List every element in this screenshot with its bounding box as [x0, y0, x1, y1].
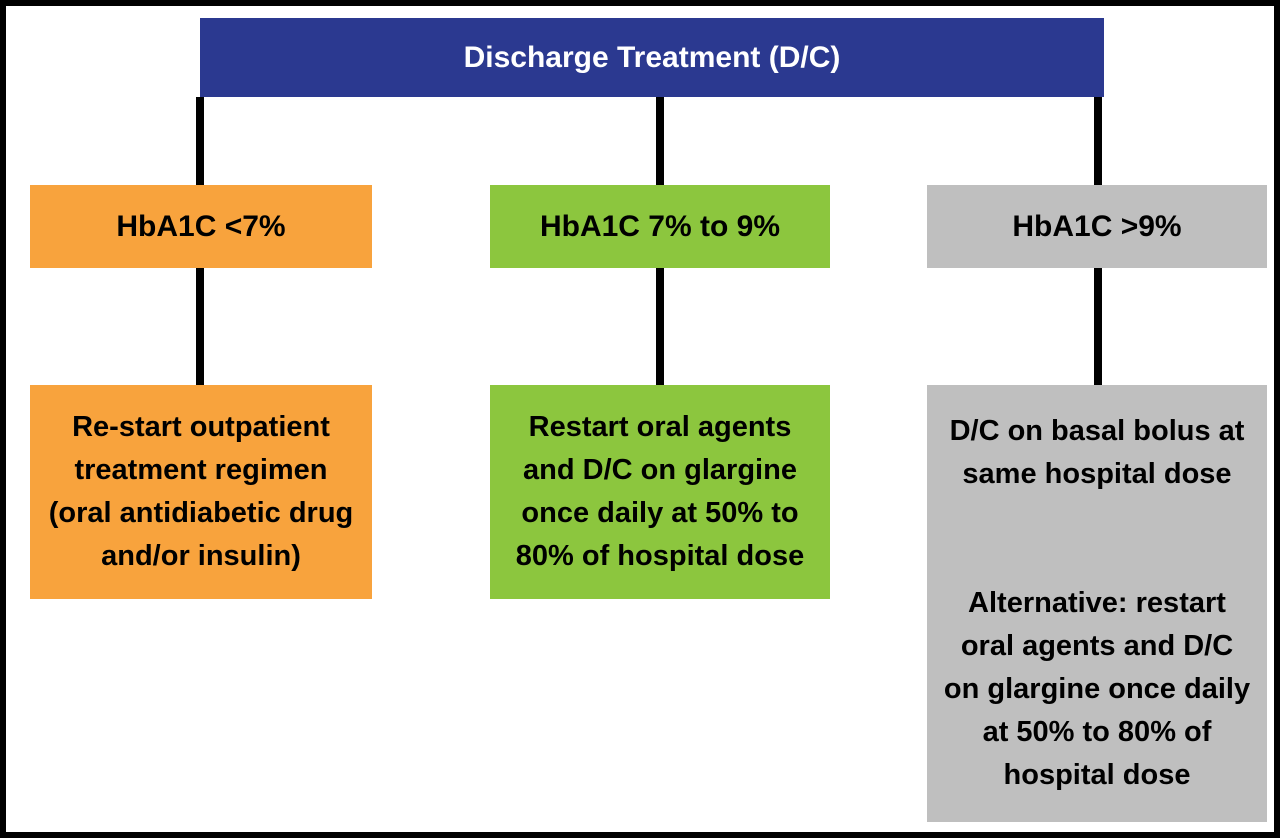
condition-node-hba1c-gt9: HbA1C >9% — [927, 185, 1267, 268]
connector-header-to-hba1c-gt9 — [1094, 97, 1102, 185]
condition-node-hba1c-7to9: HbA1C 7% to 9% — [490, 185, 830, 268]
treatment-text-line: once daily at 50% to — [521, 497, 799, 529]
treatment-node-basal-bolus: D/C on basal bolus at same hospital dose… — [927, 385, 1267, 822]
root-node-label: Discharge Treatment (D/C) — [463, 40, 841, 74]
treatment-text-line: at 50% to 80% of — [982, 716, 1212, 748]
connector-hba1c-gt9-to-treatment — [1094, 268, 1102, 385]
treatment-text-line: Alternative: restart — [968, 587, 1226, 619]
root-node-discharge-treatment: Discharge Treatment (D/C) — [200, 18, 1104, 97]
treatment-text-line: and/or insulin) — [101, 540, 301, 572]
treatment-node-restart-outpatient: Re-start outpatient treatment regimen (o… — [30, 385, 372, 599]
treatment-text-line: Restart oral agents — [528, 411, 792, 443]
connector-hba1c-lt7-to-treatment — [196, 268, 204, 385]
treatment-text-line: oral agents and D/C — [960, 630, 1234, 662]
condition-label: HbA1C >9% — [1012, 209, 1182, 243]
condition-node-hba1c-lt7: HbA1C <7% — [30, 185, 372, 268]
treatment-primary-text: D/C on basal bolus at same hospital dose — [950, 410, 1245, 496]
treatment-text-line: treatment regimen — [74, 454, 328, 486]
connector-hba1c-7to9-to-treatment — [656, 268, 664, 385]
treatment-text-line: Re-start outpatient — [72, 411, 330, 443]
treatment-alternative-text: Alternative: restart oral agents and D/C… — [944, 582, 1250, 797]
connector-header-to-hba1c-7to9 — [656, 97, 664, 185]
treatment-text-line: same hospital dose — [962, 458, 1232, 490]
treatment-text-line: hospital dose — [1003, 759, 1191, 791]
treatment-text-line: (oral antidiabetic drug — [48, 497, 354, 529]
condition-label: HbA1C 7% to 9% — [539, 209, 781, 243]
condition-label: HbA1C <7% — [116, 209, 286, 243]
connector-header-to-hba1c-lt7 — [196, 97, 204, 185]
treatment-text-line: on glargine once daily — [943, 673, 1251, 705]
treatment-text-line: 80% of hospital dose — [515, 540, 805, 572]
treatment-text-line: D/C on basal bolus at — [949, 415, 1245, 447]
treatment-text-line: and D/C on glargine — [523, 454, 797, 486]
treatment-node-restart-oral-glargine: Restart oral agents and D/C on glargine … — [490, 385, 830, 599]
